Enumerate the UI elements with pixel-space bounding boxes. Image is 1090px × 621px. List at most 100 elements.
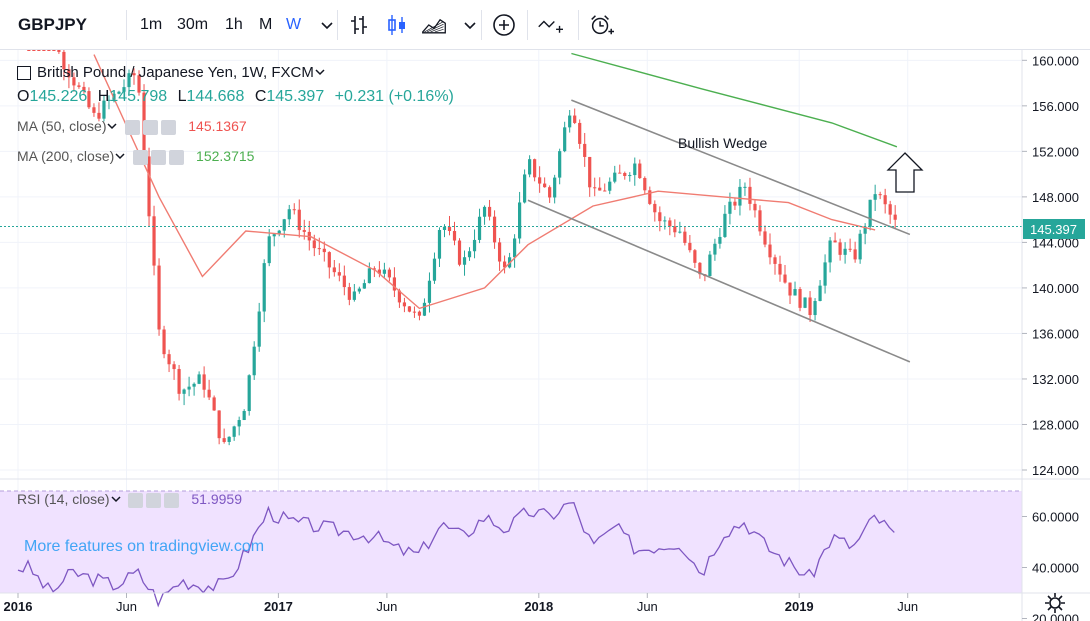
candle-body <box>763 231 767 245</box>
candle-body <box>242 411 246 421</box>
candle-body <box>167 354 171 365</box>
candle-body <box>27 50 31 51</box>
candle-body <box>392 277 397 291</box>
eye-icon[interactable] <box>133 149 149 165</box>
candle-body <box>843 248 847 255</box>
gear-icon[interactable] <box>146 492 162 508</box>
close-icon[interactable] <box>169 149 185 165</box>
eye-icon[interactable] <box>128 492 144 508</box>
candle-body <box>267 236 271 264</box>
wedge-upper-line[interactable] <box>571 99 911 236</box>
candle-body <box>793 289 797 296</box>
candle-body <box>783 274 787 283</box>
gear-icon[interactable] <box>151 149 167 165</box>
ma200-label: MA (200, close) <box>17 148 115 164</box>
wedge-lower-line[interactable] <box>527 199 911 363</box>
last-price-badge <box>1023 219 1085 239</box>
candle-body <box>523 174 527 203</box>
rsi-band <box>0 491 1022 593</box>
candle-body <box>683 231 687 243</box>
candle-body <box>432 258 437 281</box>
candle-body <box>813 300 817 316</box>
bar-chart-icon[interactable] <box>346 13 372 37</box>
close-label: C <box>254 88 267 105</box>
candle-body <box>643 178 647 191</box>
eye-icon[interactable] <box>125 119 141 135</box>
candle-body <box>342 275 346 288</box>
rsi-axis[interactable]: 20.0000 40.0000 60.0000 <box>1022 510 1079 621</box>
price-tick-label: 152.000 <box>1032 144 1079 159</box>
candle-body <box>387 269 392 278</box>
close-value: 145.397 <box>266 88 325 105</box>
candle-body <box>578 122 582 144</box>
candle-body <box>482 206 487 217</box>
ma50-value: 145.1367 <box>188 118 247 134</box>
candle-body <box>297 209 301 231</box>
candle-body <box>102 100 106 119</box>
interval-month-button[interactable]: M <box>259 16 273 33</box>
ma200-legend[interactable]: MA (200, close) 152.3715 <box>17 148 254 165</box>
chevron-down-icon[interactable] <box>114 151 126 161</box>
open-value: 145.226 <box>29 88 88 105</box>
candle-body <box>52 50 56 51</box>
ma50-legend[interactable]: MA (50, close) 145.1367 <box>17 118 247 135</box>
candle-body <box>888 204 892 215</box>
gear-icon[interactable] <box>143 119 159 135</box>
interval-week-button[interactable]: W <box>286 16 302 33</box>
interval-1m-button[interactable]: 1m <box>140 16 163 33</box>
toolbar-divider <box>126 10 127 40</box>
candle-body <box>287 209 291 220</box>
candle-body <box>708 254 712 277</box>
candle-body <box>162 329 166 355</box>
area-chart-icon[interactable] <box>421 13 447 37</box>
close-icon[interactable] <box>161 119 177 135</box>
candle-body <box>92 107 96 113</box>
price-tick-label: 124.000 <box>1032 463 1079 478</box>
candle-body <box>457 240 462 265</box>
candle-body <box>858 233 862 260</box>
chevron-down-icon[interactable] <box>457 13 483 37</box>
add-indicator-icon[interactable] <box>491 13 517 37</box>
price-tick-label: 160.000 <box>1032 53 1079 68</box>
candle-body <box>337 272 341 276</box>
candle-body <box>568 115 572 128</box>
gear-icon[interactable] <box>1044 592 1066 614</box>
chevron-down-icon[interactable] <box>106 121 118 131</box>
candle-body <box>788 282 792 296</box>
price-tick-label: 136.000 <box>1032 326 1079 341</box>
candle-body <box>648 190 652 204</box>
candle-body <box>603 190 607 192</box>
candles-icon[interactable] <box>384 13 410 37</box>
wedge-annotation[interactable]: Bullish Wedge <box>678 135 767 151</box>
candle-body <box>332 267 336 273</box>
interval-1h-button[interactable]: 1h <box>225 16 243 33</box>
close-icon[interactable] <box>164 492 180 508</box>
symbol-button[interactable]: GBPJPY <box>18 15 87 34</box>
candle-body <box>563 127 567 152</box>
chart-area[interactable]: Bullish Wedge 124.000 128.000 132.000 136.0… <box>0 50 1090 621</box>
candle-body <box>663 220 667 222</box>
candle-body <box>177 369 181 394</box>
rsi-legend[interactable]: RSI (14, close) 51.9959 <box>17 491 242 508</box>
candle-body <box>518 202 522 239</box>
chevron-down-icon[interactable] <box>314 67 326 77</box>
watermark[interactable]: More features on tradingview.com <box>24 538 265 555</box>
alarm-clock-icon[interactable] <box>588 13 614 37</box>
interval-30m-button[interactable]: 30m <box>177 16 209 33</box>
collapse-icon[interactable] <box>17 66 31 81</box>
price-axis[interactable]: 124.000 128.000 132.000 136.000 140.000 144.0… <box>1022 53 1079 478</box>
candle-body <box>72 77 76 86</box>
candle-body <box>773 257 777 264</box>
up-arrow-annotation[interactable] <box>886 152 924 193</box>
chevron-down-icon[interactable] <box>314 13 340 37</box>
chevron-down-icon[interactable] <box>110 494 122 504</box>
candle-body <box>728 201 732 214</box>
candle-body <box>873 194 877 200</box>
candle-body <box>678 231 682 233</box>
time-axis[interactable]: 2016 Jun 2017 Jun 2018 Jun 2019 Jun <box>4 593 919 614</box>
candle-body <box>633 163 637 176</box>
compare-icon[interactable] <box>537 13 563 37</box>
symbol-legend[interactable]: British Pound / Japanese Yen, 1W, FXCM <box>17 64 326 81</box>
candle-body <box>893 214 897 220</box>
candle-body <box>182 389 186 394</box>
